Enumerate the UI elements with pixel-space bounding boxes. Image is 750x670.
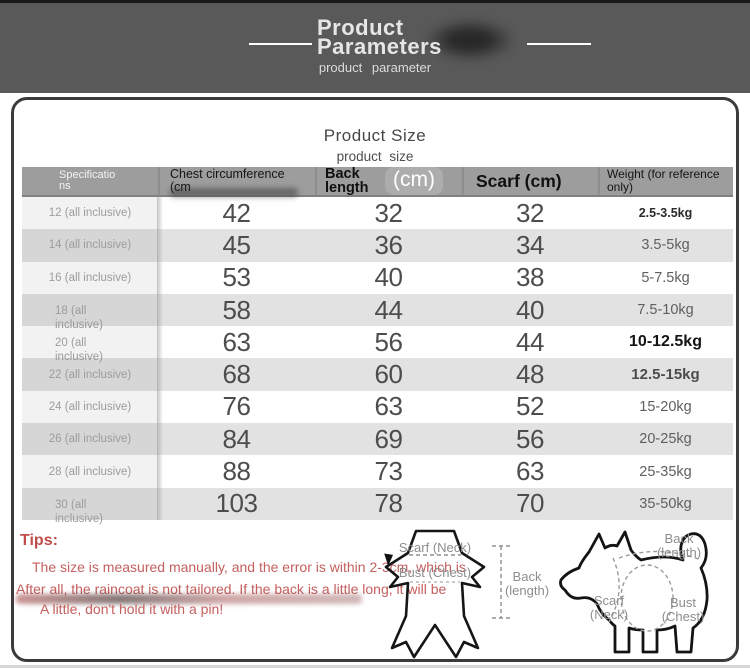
tips-line-1: The size is measured manually, and the e…: [32, 559, 466, 575]
section-subtitle: product size: [336, 149, 414, 164]
tips-line-3: A little, don't hold it with a pin!: [40, 601, 224, 617]
size-table-header: Specifications Chest circumference (cm B…: [22, 167, 733, 197]
cell-scarf: 34: [516, 229, 544, 260]
cell-size: 18 (all inclusive): [22, 293, 158, 331]
table-row: 26 (all inclusive) 84 69 56 20-25kg: [22, 423, 733, 456]
table-row: 20 (all inclusive) 63 56 44 10-12.5kg: [22, 326, 733, 363]
cell-scarf: 44: [516, 326, 544, 357]
cell-chest: 58: [222, 294, 251, 325]
table-row: 24 (all inclusive) 76 63 52 15-20kg: [22, 390, 733, 424]
cell-chest: 84: [222, 423, 251, 454]
raincoat-flat-diagram: [384, 529, 510, 659]
cell-size: 14 (all inclusive): [22, 229, 158, 262]
cell-weight: 3.5-5kg: [641, 237, 690, 254]
blurred-text-smudge: [424, 19, 516, 61]
table-row: 18 (all inclusive) 58 44 40 7.5-10kg: [22, 293, 733, 331]
tips-title: Tips:: [20, 532, 58, 549]
cell-weight: 15-20kg: [639, 398, 692, 415]
cell-chest: 68: [222, 359, 251, 390]
table-row: 16 (all inclusive) 53 40 38 5-7.5kg: [22, 261, 733, 294]
cell-size: 16 (all inclusive): [22, 261, 158, 294]
dog-back-length-label: Back (length): [656, 531, 702, 560]
banner-subtitle: product parameter: [318, 60, 432, 75]
cell-weight: 35-50kg: [639, 495, 692, 512]
tips-line-2: After all, the raincoat is not tailored.…: [16, 581, 447, 597]
top-divider: [0, 0, 750, 3]
blurred-text-smudge: [170, 188, 298, 197]
header-scarf: Scarf (cm): [462, 167, 598, 195]
cell-weight: 2.5-3.5kg: [638, 206, 693, 221]
cell-weight: 20-25kg: [639, 431, 692, 448]
cell-chest: 76: [222, 391, 251, 422]
cell-scarf: 32: [516, 197, 544, 228]
header-weight: Weight (for reference only): [598, 167, 733, 195]
cell-chest: 88: [222, 456, 251, 487]
cell-back-length: 78: [374, 488, 403, 519]
banner: Product Parameters product parameter: [0, 3, 750, 93]
cell-back-length: 40: [374, 262, 403, 293]
cell-scarf: 70: [516, 488, 544, 519]
cell-back-length: 60: [374, 359, 403, 390]
cell-size: 30 (all inclusive): [22, 487, 158, 525]
cell-size: 12 (all inclusive): [22, 197, 158, 230]
cell-back-length: 69: [374, 423, 403, 454]
header-back-length: Back length (cm): [315, 167, 462, 195]
cell-weight: 7.5-10kg: [637, 302, 694, 319]
cell-scarf: 63: [516, 456, 544, 487]
size-chart-panel: Product Size product size Specifications…: [11, 97, 739, 662]
cell-back-length: 73: [374, 456, 403, 487]
size-table: Specifications Chest circumference (cm B…: [22, 167, 733, 525]
cell-chest: 42: [222, 197, 251, 228]
cell-weight: 25-35kg: [639, 463, 692, 480]
cell-chest: 63: [222, 326, 251, 357]
cell-size: 22 (all inclusive): [22, 358, 158, 391]
cell-weight: 10-12.5kg: [629, 333, 702, 351]
dog-neck-label: Scarf (Neck): [589, 593, 629, 622]
table-row: 28 (all inclusive) 88 73 63 25-35kg: [22, 455, 733, 488]
dog-chest-label: Bust (Chest): [661, 595, 705, 624]
header-specifications: Specifications: [59, 169, 116, 192]
cell-scarf: 56: [516, 423, 544, 454]
header-chest-circumference: Chest circumference (cm: [158, 167, 315, 197]
size-table-body: 12 (all inclusive) 42 32 32 2.5-3.5kg 14…: [22, 197, 733, 525]
banner-title-line1: Product: [317, 15, 404, 40]
cell-back-length: 56: [374, 326, 403, 357]
cell-size: 20 (all inclusive): [22, 326, 158, 363]
banner-title-line2: Parameters: [317, 34, 442, 59]
cell-back-length: 63: [374, 391, 403, 422]
back-length-unit: (cm): [385, 167, 443, 195]
garment-chest-label: Bust (Chest): [398, 565, 472, 580]
cell-weight: 5-7.5kg: [641, 269, 690, 286]
cell-back-length: 32: [374, 197, 403, 228]
banner-rule-left: [249, 43, 312, 45]
cell-chest: 53: [222, 262, 251, 293]
cell-back-length: 44: [374, 294, 403, 325]
cell-size: 24 (all inclusive): [22, 390, 158, 424]
cell-back-length: 36: [374, 229, 403, 260]
blurred-text-smudge: [16, 594, 362, 604]
column-separator: [157, 197, 163, 520]
bottom-divider: [0, 665, 750, 668]
cell-chest: 45: [222, 229, 251, 260]
cell-scarf: 40: [516, 294, 544, 325]
banner-rule-right: [527, 43, 591, 45]
garment-neck-label: Scarf (Neck): [398, 540, 472, 555]
cell-scarf: 48: [516, 359, 544, 390]
table-row: 30 (all inclusive) 103 78 70 35-50kg: [22, 487, 733, 525]
section-title: Product Size: [323, 126, 427, 145]
cell-size: 26 (all inclusive): [22, 423, 158, 456]
table-row: 14 (all inclusive) 45 36 34 3.5-5kg: [22, 229, 733, 262]
cell-size: 28 (all inclusive): [22, 455, 158, 488]
banner-title: Product Parameters: [317, 15, 442, 59]
cell-chest: 103: [215, 488, 258, 519]
cell-weight: 12.5-15kg: [631, 366, 700, 384]
table-row: 12 (all inclusive) 42 32 32 2.5-3.5kg: [22, 197, 733, 230]
table-row: 22 (all inclusive) 68 60 48 12.5-15kg: [22, 358, 733, 391]
cell-scarf: 38: [516, 262, 544, 293]
dog-diagram: [559, 530, 709, 654]
cell-scarf: 52: [516, 391, 544, 422]
garment-back-length-label: Back (length): [504, 569, 550, 598]
